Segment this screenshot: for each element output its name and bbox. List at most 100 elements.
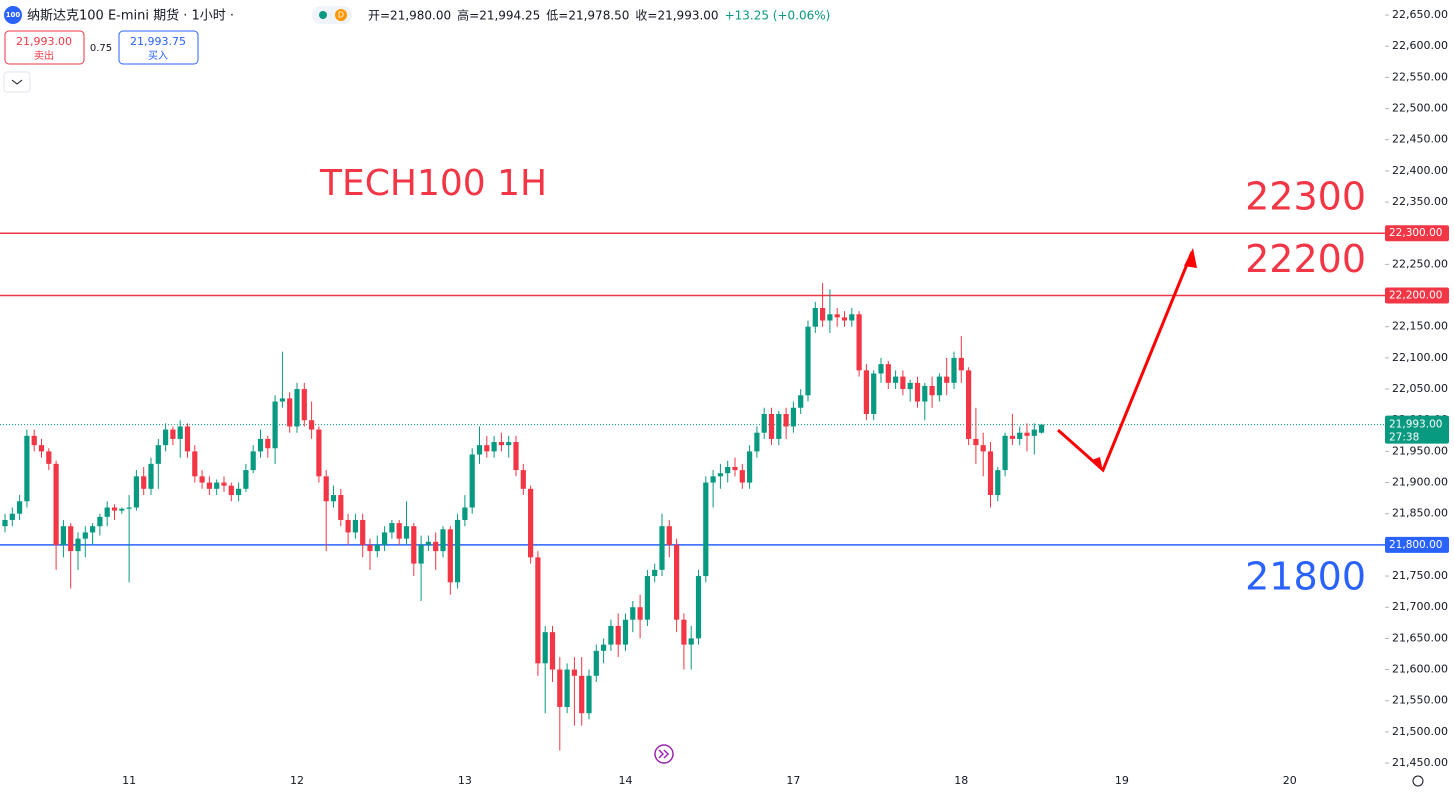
candle-body — [382, 532, 388, 545]
candle-body — [184, 426, 191, 452]
candle-body — [557, 669, 563, 707]
candle-body — [907, 382, 913, 390]
candle-body — [768, 413, 775, 439]
candle-body — [834, 314, 840, 318]
candle-body — [922, 385, 928, 402]
candle-body — [871, 373, 877, 414]
buy-button[interactable] — [118, 30, 199, 65]
candle-body — [455, 519, 461, 583]
candle-body — [2, 519, 8, 527]
candle-body — [586, 675, 592, 714]
ohlc-value: 开=21,980.00 — [368, 9, 451, 23]
y-tick-label: 22,650.00 — [1392, 8, 1448, 21]
candle-body — [966, 370, 972, 439]
candle-body — [484, 445, 490, 452]
last-price-bg — [1385, 415, 1449, 444]
sell-label: 卖出 — [34, 49, 54, 62]
candle-body — [163, 429, 169, 446]
candle-body — [936, 376, 942, 396]
y-tick-label: 21,900.00 — [1392, 476, 1448, 489]
ohlc-value: +13.25 (+0.06%) — [725, 9, 831, 23]
candle-body — [214, 482, 220, 489]
candle-body — [119, 508, 125, 511]
candle-body — [1039, 424, 1045, 433]
candle-body — [309, 420, 315, 430]
y-tick-label: 21,450.00 — [1392, 756, 1448, 769]
candle-body — [9, 513, 15, 520]
candle-body — [141, 476, 147, 489]
candle-body — [323, 476, 329, 502]
candle-body — [236, 488, 242, 496]
candle-body — [980, 445, 986, 452]
candle-body — [31, 435, 37, 446]
candle-body — [958, 357, 964, 371]
y-tick-label: 22,550.00 — [1392, 70, 1448, 83]
candle-body — [177, 426, 183, 439]
candle-body — [243, 470, 249, 489]
candle-body — [17, 501, 23, 514]
candle-body — [929, 385, 935, 396]
y-tick-label: 21,950.00 — [1392, 444, 1448, 457]
candle-body — [498, 442, 504, 446]
ohlc-header: 开=21,980.00 高=21,994.25 低=21,978.50 收=21,99… — [368, 8, 830, 23]
annotation-title: TECH100 1H — [319, 163, 547, 204]
candle-body — [856, 314, 862, 371]
y-tick-label: 22,450.00 — [1392, 133, 1448, 146]
candle-body — [820, 308, 826, 321]
candle-body — [703, 482, 709, 577]
ohlc-value: 低=21,978.50 — [546, 9, 629, 23]
symbol-title[interactable]: 纳斯达克100 E-mini 期货 · 1小时 · — [27, 8, 234, 24]
level-note: 22300 — [1245, 175, 1366, 219]
candle-body — [841, 317, 848, 321]
candle-body — [345, 519, 351, 533]
candle-body — [170, 429, 176, 439]
candle-body — [38, 445, 45, 452]
candle-body — [418, 544, 424, 564]
candle-body — [681, 619, 687, 645]
candle-body — [104, 507, 110, 517]
candle-body — [24, 435, 30, 502]
level-label-bg — [1385, 287, 1449, 304]
candle-body — [221, 482, 227, 486]
candle-body — [893, 376, 899, 383]
collapse-button[interactable] — [3, 71, 31, 93]
candle-body — [425, 541, 431, 545]
candle-body — [754, 432, 760, 452]
candle-body — [90, 526, 96, 533]
y-tick-label: 21,750.00 — [1392, 569, 1448, 582]
badge-bg — [335, 9, 347, 21]
chevron — [11, 79, 23, 85]
candle-body — [75, 538, 81, 552]
candle-body — [316, 429, 322, 477]
candle-body — [798, 395, 804, 408]
level-label: 22,200.00 — [1389, 290, 1442, 302]
logo — [4, 6, 22, 24]
candle-body — [97, 516, 103, 527]
candle-body — [805, 326, 811, 396]
candle-body — [433, 541, 439, 552]
candle-body — [330, 495, 337, 502]
candle-body — [739, 470, 745, 483]
sell-button[interactable] — [4, 30, 85, 65]
candle-body — [725, 466, 731, 474]
settings-icon[interactable] — [1412, 775, 1424, 787]
plot: 21,450.00 21,500.00 21,550.00 21,600.00 21,6… — [0, 8, 1449, 787]
candle-body — [272, 401, 278, 449]
candle-body — [403, 526, 410, 539]
candle-body — [440, 529, 446, 552]
badge: D — [338, 11, 344, 20]
candle-body — [747, 451, 753, 483]
candle-body — [1024, 432, 1030, 436]
candle-body — [520, 470, 526, 489]
x-tick-label: 12 — [290, 774, 304, 787]
candle-body — [776, 413, 782, 439]
x-tick-label: 19 — [1115, 774, 1129, 787]
candle-body — [111, 507, 118, 511]
candle-body — [301, 389, 307, 421]
candle-body — [476, 445, 483, 455]
candle-body — [885, 364, 891, 383]
candle-body — [294, 389, 300, 427]
candle-body — [863, 370, 869, 414]
candle-body — [513, 442, 519, 471]
